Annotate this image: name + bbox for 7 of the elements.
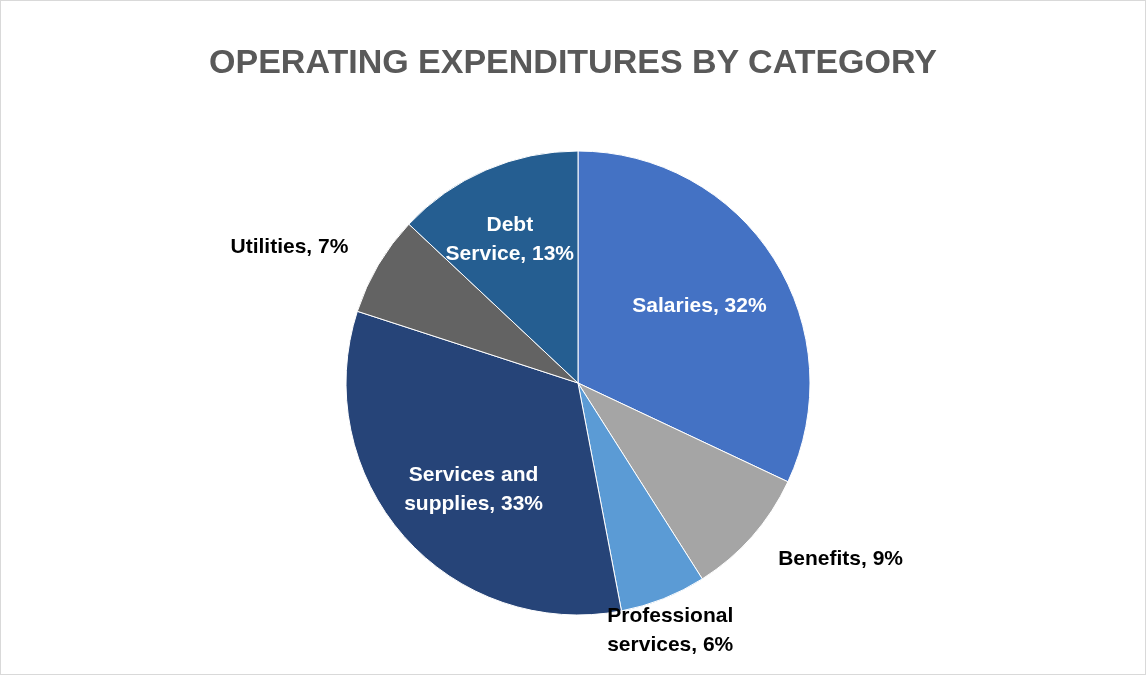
slice-label: Benefits, 9% [778,546,904,570]
slice-label: Utilities, 7% [230,234,349,258]
slice-label: Professional services, 6% [607,602,734,655]
slice-label: Debt Service, 13% [445,212,575,265]
chart-title: OPERATING EXPENDITURES BY CATEGORY [209,42,938,80]
slice-label: Salaries, 32% [632,292,767,316]
slice-label: Services and supplies, 33% [404,462,544,515]
